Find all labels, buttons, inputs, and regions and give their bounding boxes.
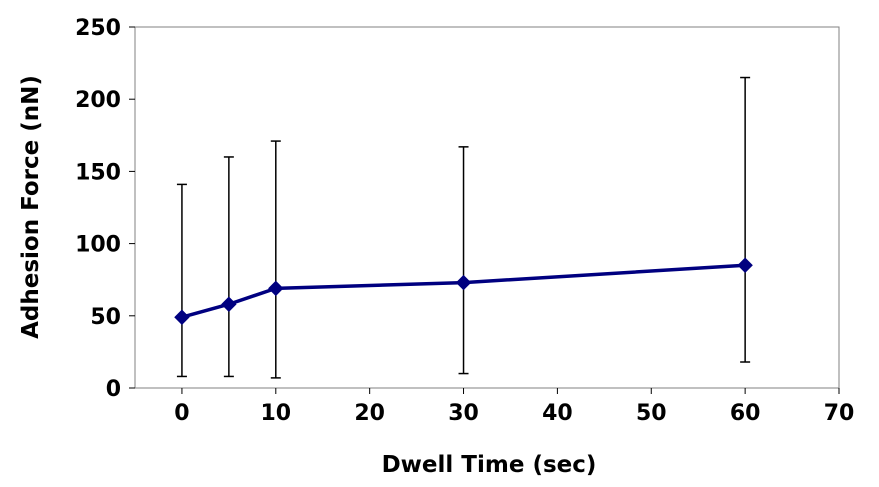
x-tick-label: 60 [730, 401, 761, 426]
error-bars [176, 76, 751, 379]
x-tick-label: 70 [824, 401, 855, 426]
x-tick-label: 30 [448, 401, 479, 426]
y-tick-label: 50 [90, 305, 121, 330]
x-tick-label: 0 [174, 401, 189, 426]
data-point-marker [455, 274, 472, 291]
x-axis-ticks: 0 10 20 30 40 50 60 70 [174, 388, 854, 426]
x-axis-title: Dwell Time (sec) [382, 452, 597, 478]
data-point-marker [268, 280, 284, 297]
x-tick-label: 40 [542, 401, 573, 426]
y-tick-label: 100 [75, 233, 121, 258]
y-tick-label: 0 [106, 377, 121, 402]
y-tick-label: 250 [75, 16, 121, 41]
x-tick-label: 20 [354, 401, 385, 426]
data-point-marker [174, 309, 190, 325]
y-axis-ticks: 0 50 100 150 200 250 [75, 16, 135, 402]
data-series [174, 257, 753, 325]
data-point-marker [221, 296, 237, 312]
x-tick-label: 10 [260, 401, 291, 426]
x-tick-label: 50 [636, 401, 667, 426]
y-tick-label: 200 [75, 88, 121, 113]
plot-area [134, 26, 840, 389]
data-point-marker [737, 257, 753, 273]
y-axis-title: Adhesion Force (nN) [18, 75, 44, 339]
y-tick-label: 150 [75, 160, 121, 185]
